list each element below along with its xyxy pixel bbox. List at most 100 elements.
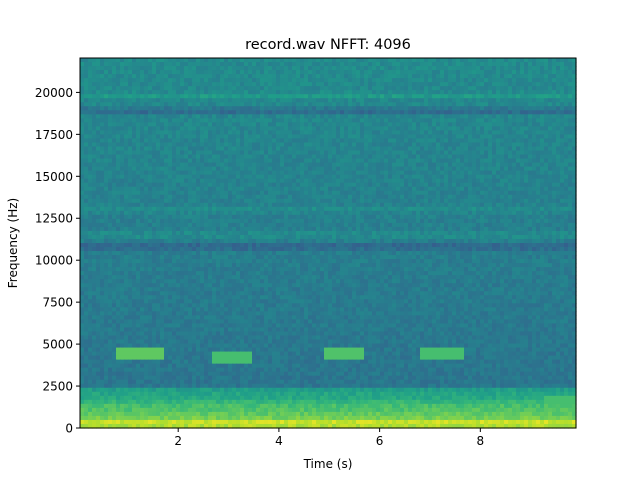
- spectrogram-cell: [524, 126, 529, 131]
- spectrogram-cell: [268, 90, 273, 95]
- spectrogram-cell: [512, 62, 517, 67]
- spectrogram-cell: [172, 110, 177, 115]
- spectrogram-cell: [268, 158, 273, 164]
- spectrogram-cell: [372, 82, 377, 87]
- spectrogram-cell: [88, 70, 93, 75]
- spectrogram-cell: [472, 78, 477, 83]
- spectrogram-cell: [520, 178, 525, 184]
- spectrogram-cell: [240, 154, 245, 160]
- spectrogram-cell: [464, 174, 469, 180]
- spectrogram-cell: [248, 134, 253, 140]
- spectrogram-cell: [480, 62, 485, 67]
- spectrogram-cell: [320, 98, 325, 103]
- spectrogram-cell: [300, 130, 305, 136]
- spectrogram-cell: [100, 166, 105, 172]
- spectrogram-cell: [284, 206, 289, 212]
- spectrogram-cell: [516, 150, 521, 156]
- spectrogram-cell: [460, 170, 465, 176]
- spectrogram-cell: [172, 174, 177, 180]
- spectrogram-cell: [232, 194, 237, 200]
- spectrogram-cell: [412, 130, 417, 136]
- spectrogram-cell: [552, 130, 557, 136]
- spectrogram-cell: [272, 202, 277, 208]
- spectrogram-cell: [140, 138, 145, 144]
- spectrogram-cell: [404, 182, 409, 188]
- spectrogram-cell: [452, 198, 457, 204]
- spectrogram-cell: [88, 142, 93, 148]
- spectrogram-cell: [188, 198, 193, 204]
- spectrogram-cell: [400, 66, 405, 71]
- spectrogram-cell: [464, 110, 469, 115]
- spectrogram-cell: [112, 106, 117, 111]
- spectrogram-cell: [468, 66, 473, 71]
- spectrogram-cell: [352, 166, 357, 172]
- spectrogram-cell: [516, 206, 521, 212]
- spectrogram-cell: [456, 106, 461, 111]
- spectrogram-cell: [284, 198, 289, 204]
- spectrogram-cell: [456, 174, 461, 180]
- spectrogram-cell: [420, 190, 425, 196]
- spectrogram-cell: [468, 90, 473, 95]
- spectrogram-cell: [328, 170, 333, 176]
- spectrogram-cell: [420, 118, 425, 123]
- spectrogram-cell: [272, 114, 277, 119]
- spectrogram-cell: [468, 94, 473, 99]
- spectrogram-cell: [168, 94, 173, 99]
- spectrogram-cell: [460, 186, 465, 192]
- spectrogram-cell: [352, 190, 357, 196]
- spectrogram-cell: [192, 110, 197, 115]
- spectrogram-cell: [96, 94, 101, 99]
- spectrogram-cell: [112, 162, 117, 168]
- spectrogram-cell: [316, 158, 321, 164]
- spectrogram-cell: [368, 122, 373, 127]
- spectrogram-cell: [256, 90, 261, 95]
- spectrogram-cell: [100, 150, 105, 156]
- spectrogram-cell: [140, 194, 145, 200]
- spectrogram-cell: [152, 86, 157, 91]
- spectrogram-cell: [436, 70, 441, 75]
- spectrogram-cell: [356, 142, 361, 148]
- spectrogram-cell: [548, 158, 553, 164]
- spectrogram-cell: [440, 86, 445, 91]
- spectrogram-cell: [488, 106, 493, 111]
- spectrogram-cell: [272, 78, 277, 83]
- spectrogram-cell: [296, 134, 301, 140]
- spectrogram-cell: [456, 114, 461, 119]
- spectrogram-cell: [148, 94, 153, 99]
- spectrogram-cell: [544, 86, 549, 91]
- spectrogram-cell: [364, 102, 369, 107]
- spectrogram-cell: [228, 58, 233, 63]
- spectrogram-cell: [176, 182, 181, 188]
- spectrogram-cell: [552, 214, 557, 220]
- spectrogram-cell: [452, 74, 457, 79]
- spectrogram-cell: [132, 110, 137, 115]
- spectrogram-cell: [316, 94, 321, 99]
- spectrogram-cell: [496, 154, 501, 160]
- spectrogram-cell: [352, 106, 357, 111]
- spectrogram-cell: [220, 178, 225, 184]
- spectrogram-cell: [224, 158, 229, 164]
- spectrogram-cell: [344, 154, 349, 160]
- spectrogram-cell: [308, 170, 313, 176]
- spectrogram-cell: [348, 106, 353, 111]
- spectrogram-cell: [180, 70, 185, 75]
- spectrogram-cell: [200, 182, 205, 188]
- spectrogram-cell: [184, 130, 189, 136]
- spectrogram-cell: [116, 190, 121, 196]
- spectrogram-cell: [224, 90, 229, 95]
- spectrogram-cell: [124, 78, 129, 83]
- spectrogram-cell: [120, 170, 125, 176]
- spectrogram-cell: [104, 138, 109, 144]
- spectrogram-cell: [192, 146, 197, 152]
- spectrogram-cell: [124, 218, 129, 224]
- spectrogram-cell: [316, 190, 321, 196]
- spectrogram-cell: [504, 102, 509, 107]
- spectrogram-cell: [504, 198, 509, 204]
- spectrogram-cell: [388, 158, 393, 164]
- spectrogram-cell: [180, 214, 185, 220]
- spectrogram-cell: [224, 146, 229, 152]
- spectrogram-cell: [372, 150, 377, 156]
- spectrogram-cell: [356, 86, 361, 91]
- spectrogram-cell: [288, 182, 293, 188]
- spectrogram-cell: [272, 198, 277, 204]
